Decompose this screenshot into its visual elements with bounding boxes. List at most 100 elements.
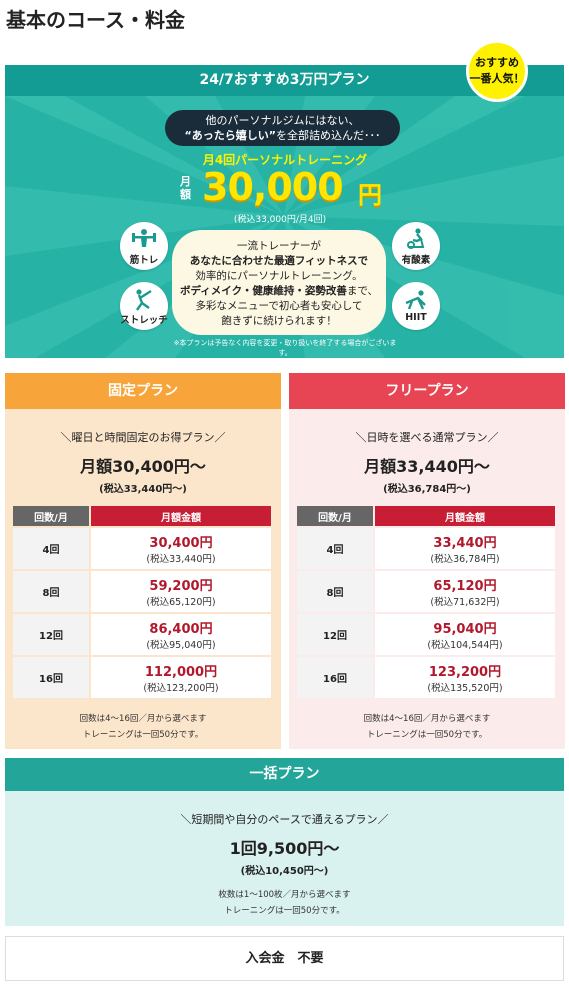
free-plan-notes: 回数は4〜16回／月から選べます トレーニングは一回50分です。 — [289, 711, 565, 743]
feature-strength: 筋トレ — [120, 222, 168, 270]
bubble-line-2: を全部詰め込んだ･･･ — [275, 129, 381, 142]
free-plan-subtitle: ＼日時を選べる通常プラン／ — [355, 431, 499, 444]
row-tax: (税込123,200円) — [143, 683, 219, 694]
fixed-plan-price: 月額30,400円〜 — [80, 457, 206, 476]
panel-line-bold: ボディメイク・健康維持・姿勢改善 — [180, 285, 347, 297]
table-header-count: 回数/月 — [13, 506, 89, 526]
table-row: 4回 33,440円 (税込36,784円) — [297, 528, 555, 569]
row-count: 16回 — [297, 657, 373, 698]
panel-line: まで、 — [346, 285, 378, 297]
monthly-label: 月額 — [180, 175, 191, 201]
hero-description-panel — [172, 230, 386, 335]
free-plan-card: フリープラン ＼日時を選べる通常プラン／ 月額33,440円〜 (税込36,78… — [289, 373, 565, 749]
feature-label: HIIT — [405, 312, 427, 323]
bulk-plan-price: 1回9,500円〜 — [229, 839, 340, 858]
stretch-icon — [136, 289, 152, 311]
table-row: 12回 95,040円 (税込104,544円) — [297, 614, 555, 655]
fixed-plan-subtitle: ＼曜日と時間固定のお得プラン／ — [60, 431, 226, 444]
table-row: 16回 112,000円 (税込123,200円) — [13, 657, 271, 698]
row-tax: (税込95,040円) — [146, 640, 216, 651]
table-header-count: 回数/月 — [297, 506, 373, 526]
table-row: 8回 65,120円 (税込71,632円) — [297, 571, 555, 612]
row-count: 16回 — [13, 657, 89, 698]
badge-line-1: おすすめ — [475, 56, 519, 69]
bubble-line-1: 他のパーソナルジムにはない、 — [205, 114, 360, 127]
note-line: トレーニングは一回50分です。 — [82, 730, 204, 740]
panel-line: 飽きずに続けられます！ — [221, 315, 337, 327]
row-price-cell: 112,000円 (税込123,200円) — [91, 657, 271, 698]
fixed-plan-notes: 回数は4〜16回／月から選べます トレーニングは一回50分です。 — [5, 711, 281, 743]
table-row: 4回 30,400円 (税込33,440円) — [13, 528, 271, 569]
panel-line: 多彩なメニューで初心者も安心して — [195, 300, 363, 312]
row-tax: (税込71,632円) — [430, 597, 500, 608]
hero-price: 月額 30,000 円 — [180, 165, 400, 213]
row-price-cell: 33,440円 (税込36,784円) — [375, 528, 555, 569]
hero-speech-bubble: 他のパーソナルジムにはない、 “あったら嬉しい”を全部詰め込んだ･･･ — [165, 110, 400, 146]
table-row: 12回 86,400円 (税込95,040円) — [13, 614, 271, 655]
row-price: 65,120円 — [433, 579, 497, 594]
table-row: 16回 123,200円 (税込135,520円) — [297, 657, 555, 698]
monthly-training-title: 月4回パーソナルトレーニング — [202, 153, 368, 167]
entry-fee-box: 入会金 不要 — [5, 936, 564, 981]
bulk-plan-title: 一括プラン — [5, 758, 564, 791]
row-price-cell: 59,200円 (税込65,120円) — [91, 571, 271, 612]
row-count: 8回 — [297, 571, 373, 612]
free-plan-tax: (税込36,784円〜) — [383, 484, 471, 495]
fixed-plan-title: 固定プラン — [5, 373, 281, 409]
feature-cardio: 有酸素 — [392, 222, 440, 270]
note-line: トレーニングは一回50分です。 — [224, 906, 345, 916]
hero-price-yen: 円 — [358, 181, 382, 209]
feature-label: ストレッチ — [120, 315, 168, 326]
row-count: 4回 — [297, 528, 373, 569]
row-price: 95,040円 — [433, 622, 497, 637]
row-price-cell: 86,400円 (税込95,040円) — [91, 614, 271, 655]
fixed-plan-card: 固定プラン ＼曜日と時間固定のお得プラン／ 月額30,400円〜 (税込33,4… — [5, 373, 281, 749]
row-count: 12回 — [297, 614, 373, 655]
feature-label: 筋トレ — [129, 255, 159, 266]
row-price: 30,400円 — [149, 536, 213, 551]
row-price-cell: 95,040円 (税込104,544円) — [375, 614, 555, 655]
panel-line: 一流トレーナーが — [237, 240, 321, 252]
row-price: 123,200円 — [428, 665, 502, 680]
feature-stretch: ストレッチ — [120, 282, 168, 330]
row-count: 4回 — [13, 528, 89, 569]
row-price-cell: 30,400円 (税込33,440円) — [91, 528, 271, 569]
note-line: 回数は4〜16回／月から選べます — [363, 714, 491, 724]
hero-description-text: 一流トレーナーが あなたに合わせた最適フィットネスで 効率的にパーソナルトレーニ… — [172, 239, 386, 329]
row-price: 33,440円 — [433, 536, 497, 551]
note-line: トレーニングは一回50分です。 — [366, 730, 488, 740]
row-tax: (税込104,544円) — [427, 640, 503, 651]
bubble-highlight: “あったら嬉しい” — [184, 129, 276, 142]
hero-price-number: 30,000 — [202, 165, 344, 209]
row-tax: (税込33,440円) — [146, 554, 216, 565]
free-plan-table: 回数/月 月額金額 4回 33,440円 (税込36,784円) 8回 65,12… — [295, 504, 557, 700]
bulk-plan-card: 一括プラン ＼短期間や自分のペースで通えるプラン／ 1回9,500円〜 (税込1… — [5, 758, 564, 926]
row-tax: (税込36,784円) — [430, 554, 500, 565]
row-price-cell: 123,200円 (税込135,520円) — [375, 657, 555, 698]
fixed-plan-table: 回数/月 月額金額 4回 30,400円 (税込33,440円) 8回 59,20… — [11, 504, 273, 700]
row-count: 12回 — [13, 614, 89, 655]
recommend-badge: おすすめ 一番人気！ — [466, 40, 528, 102]
row-tax: (税込135,520円) — [427, 683, 503, 694]
table-row: 8回 59,200円 (税込65,120円) — [13, 571, 271, 612]
bulk-plan-notes: 枚数は1〜100枚／月から選べます トレーニングは一回50分です。 — [5, 887, 564, 919]
feature-hiit: HIIT — [392, 282, 440, 330]
table-header-row: 回数/月 月額金額 — [13, 506, 271, 526]
note-line: 回数は4〜16回／月から選べます — [79, 714, 207, 724]
hiit-icon — [405, 290, 426, 310]
bike-icon — [407, 228, 425, 249]
bulk-plan-subtitle: ＼短期間や自分のペースで通えるプラン／ — [180, 813, 389, 826]
badge-line-2: 一番人気！ — [469, 72, 525, 85]
fixed-plan-tax: (税込33,440円〜) — [99, 484, 187, 495]
row-count: 8回 — [13, 571, 89, 612]
dumbbell-icon — [132, 229, 156, 247]
panel-line: 効率的にパーソナルトレーニング。 — [195, 270, 363, 282]
row-price: 112,000円 — [144, 665, 218, 680]
row-price: 59,200円 — [149, 579, 213, 594]
page-title: 基本のコース・料金 — [6, 8, 185, 32]
hero-disclaimer: ※本プランは予告なく内容を変更・取り扱いを終了する場合がございます。 — [173, 339, 397, 357]
row-tax: (税込65,120円) — [146, 597, 216, 608]
row-price-cell: 65,120円 (税込71,632円) — [375, 571, 555, 612]
hero-price-tax: (税込33,000円/月4回) — [233, 215, 327, 225]
row-price: 86,400円 — [149, 622, 213, 637]
